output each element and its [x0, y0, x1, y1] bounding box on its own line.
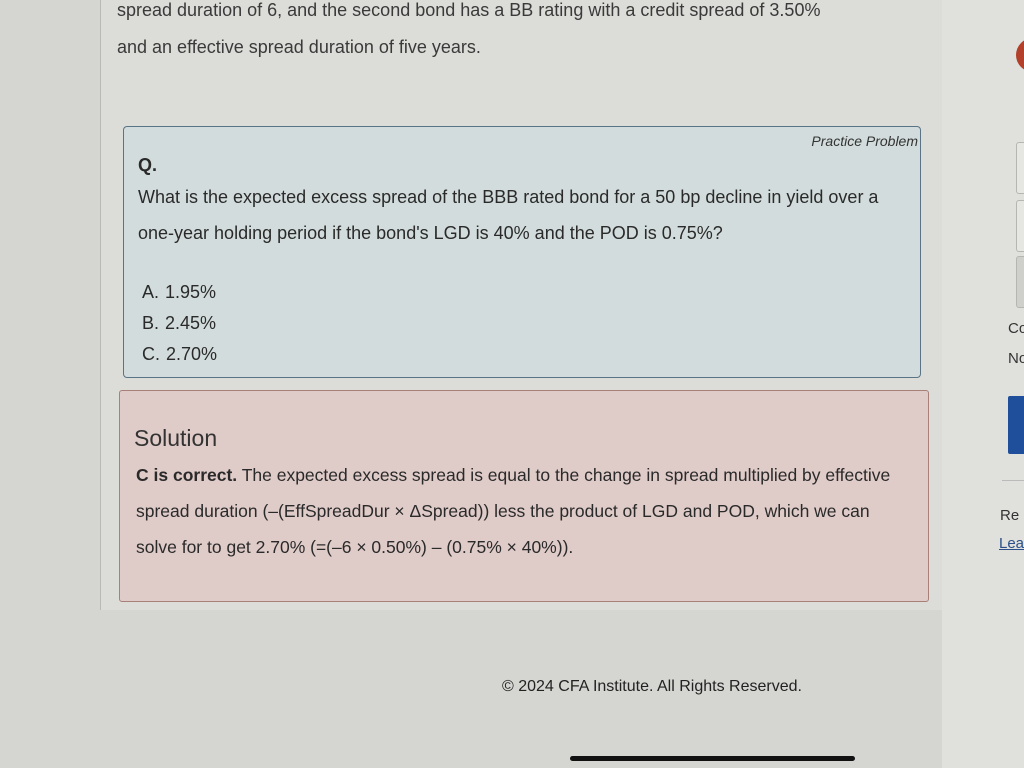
sidebar-divider [1002, 480, 1024, 481]
question-text: What is the expected excess spread of th… [138, 187, 879, 243]
solution-explanation: The expected excess spread is equal to t… [136, 465, 891, 557]
question-label: Q. [138, 155, 158, 175]
sidebar-field-1[interactable] [1016, 142, 1024, 194]
copyright-footer: © 2024 CFA Institute. All Rights Reserve… [502, 678, 802, 695]
screen-bezel-bar [570, 756, 855, 761]
solution-title: Solution [134, 425, 218, 451]
solution-box: Solution C is correct. The expected exce… [119, 390, 929, 602]
status-indicator-icon [1016, 38, 1024, 72]
sidebar-primary-button[interactable] [1008, 396, 1024, 454]
practice-problem-badge: Practice Problem [811, 133, 918, 149]
option-text: 2.70% [166, 344, 218, 364]
sidebar-field-3[interactable] [1016, 256, 1024, 308]
option-letter: C. [142, 344, 160, 364]
sidebar-field-2[interactable] [1016, 200, 1024, 252]
option-a[interactable]: A. 1.95% [142, 277, 217, 308]
sidebar-text-2: No [1008, 350, 1024, 367]
sidebar-text-1: Co [1008, 320, 1024, 337]
option-letter: A. [142, 282, 160, 302]
option-b[interactable]: B. 2.45% [142, 308, 217, 339]
option-text: 2.45% [165, 313, 217, 333]
answer-options: A. 1.95% B. 2.45% C. 2.70% [142, 277, 217, 370]
intro-line-2: and an effective spread duration of five… [117, 37, 481, 57]
sidebar-link[interactable]: Lea [999, 535, 1024, 552]
correct-answer-lead: C is correct. [136, 465, 238, 485]
option-letter: B. [142, 313, 160, 333]
right-sidebar: Co No Re Lea [942, 0, 1024, 768]
option-c[interactable]: C. 2.70% [142, 339, 217, 370]
solution-text: C is correct. The expected excess spread… [136, 457, 906, 565]
intro-text: spread duration of 6, and the second bon… [117, 0, 820, 66]
intro-line-1: spread duration of 6, and the second bon… [117, 0, 821, 20]
content-page: spread duration of 6, and the second bon… [100, 0, 944, 610]
sidebar-text-3: Re [1000, 507, 1020, 524]
practice-problem-box: Practice Problem Q. What is the expected… [123, 126, 921, 378]
option-text: 1.95% [165, 282, 217, 302]
